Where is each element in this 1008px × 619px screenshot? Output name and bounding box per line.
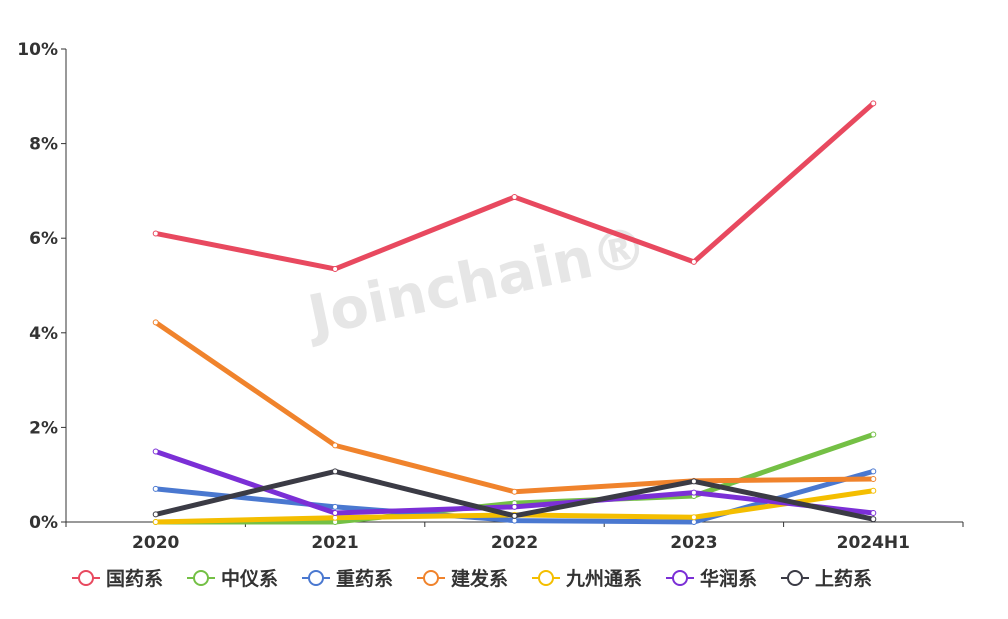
y-tick-label: 0%	[29, 513, 58, 533]
legend-circle-icon	[787, 570, 803, 586]
legend-label: 建发系	[451, 567, 508, 590]
series-line	[153, 319, 876, 495]
data-point	[332, 468, 339, 475]
legend-circle-icon	[538, 570, 554, 586]
data-point	[152, 485, 159, 492]
legend-circle-icon	[308, 570, 324, 586]
x-tick-label: 2022	[491, 533, 538, 553]
y-tick-label: 6%	[29, 229, 58, 249]
data-point	[332, 442, 339, 449]
data-point	[152, 519, 159, 525]
y-tick-label: 10%	[17, 40, 58, 60]
data-point	[690, 514, 697, 521]
data-point	[511, 503, 518, 510]
data-point	[870, 510, 877, 517]
data-point	[511, 488, 518, 495]
data-point	[870, 475, 877, 482]
y-tick-label: 8%	[29, 135, 58, 155]
legend-label: 华润系	[700, 567, 757, 590]
data-point	[332, 510, 339, 517]
legend-item[interactable]: 中仪系	[187, 567, 278, 590]
x-tick-label: 2024H1	[837, 533, 910, 553]
x-tick-label: 2023	[670, 533, 717, 553]
data-point	[152, 319, 159, 326]
y-tick-label: 2%	[29, 418, 58, 438]
legend-item[interactable]: 上药系	[781, 567, 872, 590]
data-point	[152, 230, 159, 237]
legend-circle-icon	[78, 570, 94, 586]
data-point	[870, 100, 877, 107]
legend-label: 国药系	[106, 567, 163, 590]
data-point	[511, 512, 518, 519]
legend-circle-icon	[423, 570, 439, 586]
y-tick-label: 4%	[29, 324, 58, 344]
data-point	[690, 478, 697, 485]
legend-circle-icon	[672, 570, 688, 586]
data-point	[870, 516, 877, 523]
x-tick-label: 2020	[132, 533, 179, 553]
legend-label: 上药系	[815, 567, 872, 590]
legend-label: 中仪系	[221, 567, 278, 590]
legend-item[interactable]: 华润系	[666, 567, 757, 590]
watermark: Joinchain®	[299, 214, 653, 350]
legend-item[interactable]: 国药系	[72, 567, 163, 590]
data-point	[870, 468, 877, 475]
data-point	[870, 487, 877, 494]
data-point	[511, 194, 518, 201]
legend-label: 重药系	[336, 567, 393, 590]
legend-circle-icon	[193, 570, 209, 586]
data-point	[870, 431, 877, 438]
x-tick-label: 2021	[311, 533, 358, 553]
legend-label: 九州通系	[565, 568, 642, 590]
legend-item[interactable]: 九州通系	[532, 568, 642, 590]
legend-item[interactable]: 重药系	[302, 567, 393, 590]
data-point	[690, 489, 697, 496]
data-point	[690, 258, 697, 265]
data-point	[332, 265, 339, 272]
data-point	[332, 503, 339, 510]
data-point	[152, 511, 159, 518]
legend-item[interactable]: 建发系	[417, 567, 508, 590]
data-point	[152, 448, 159, 455]
